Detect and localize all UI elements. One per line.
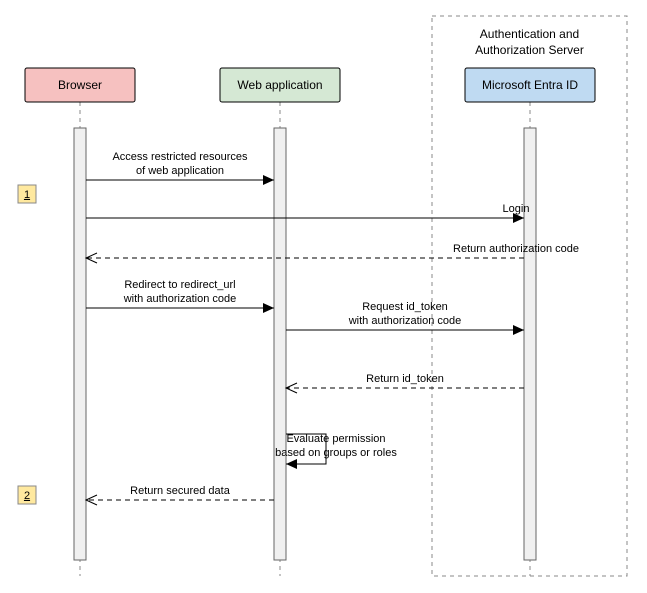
message-4-label: with authorization code bbox=[348, 315, 462, 327]
activation-entra bbox=[524, 128, 536, 560]
actor-webapp-label: Web application bbox=[237, 78, 322, 92]
self-call-label: Evaluate permission bbox=[286, 433, 385, 445]
actor-entra-label: Microsoft Entra ID bbox=[482, 78, 578, 92]
self-call-label: based on groups or roles bbox=[275, 447, 397, 459]
svg-text:Authentication and: Authentication and bbox=[480, 27, 579, 41]
message-4-label: Request id_token bbox=[362, 301, 448, 313]
svg-text:Authorization Server: Authorization Server bbox=[475, 43, 584, 57]
message-1-label: Login bbox=[503, 203, 530, 215]
message-0-label: of web application bbox=[136, 165, 224, 177]
message-3-label: with authorization code bbox=[123, 293, 237, 305]
message-6-label: Return secured data bbox=[130, 485, 231, 497]
message-0-label: Access restricted resources bbox=[112, 151, 248, 163]
actor-browser-label: Browser bbox=[58, 78, 102, 92]
svg-text:2: 2 bbox=[24, 490, 30, 502]
message-3-label: Redirect to redirect_url bbox=[124, 279, 235, 291]
svg-text:1: 1 bbox=[24, 189, 30, 201]
message-5-label: Return id_token bbox=[366, 373, 444, 385]
activation-webapp bbox=[274, 128, 286, 560]
activation-browser bbox=[74, 128, 86, 560]
message-2-label: Return authorization code bbox=[453, 243, 579, 255]
